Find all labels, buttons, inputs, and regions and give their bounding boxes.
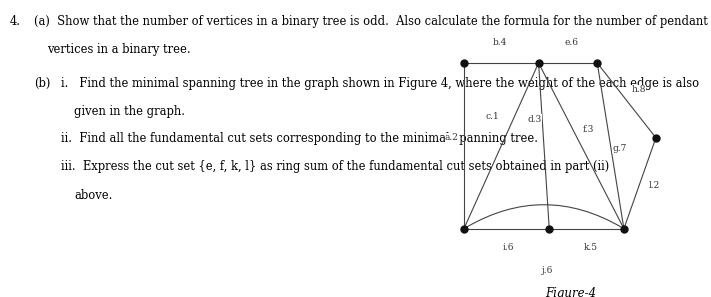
Text: b.4: b.4 [493,38,507,48]
Text: above.: above. [75,189,113,202]
Text: vertices in a binary tree.: vertices in a binary tree. [48,43,191,56]
Text: i.6: i.6 [502,243,513,252]
Text: 4.: 4. [10,15,21,28]
Text: f.3: f.3 [582,125,594,134]
Text: given in the graph.: given in the graph. [75,105,186,119]
Text: (a)  Show that the number of vertices in a binary tree is odd.  Also calculate t: (a) Show that the number of vertices in … [34,15,707,28]
Text: c.1: c.1 [485,112,499,121]
Text: l.2: l.2 [649,181,661,190]
FancyArrowPatch shape [466,205,621,227]
Text: j.6: j.6 [542,266,554,275]
Text: h.8: h.8 [631,85,646,94]
Text: ii.  Find all the fundamental cut sets corresponding to the minimal spanning tre: ii. Find all the fundamental cut sets co… [61,132,538,145]
Text: g.7: g.7 [613,144,627,153]
Text: iii.  Express the cut set {e, f, k, l} as ring sum of the fundamental cut sets o: iii. Express the cut set {e, f, k, l} as… [61,160,609,173]
Text: Figure-4: Figure-4 [545,287,596,297]
Text: d.3: d.3 [528,115,542,124]
Text: i.   Find the minimal spanning tree in the graph shown in Figure 4, where the we: i. Find the minimal spanning tree in the… [61,77,699,90]
Text: k.5: k.5 [584,243,598,252]
Text: (b): (b) [34,77,50,90]
Text: e.6: e.6 [565,38,579,48]
Text: a.2: a.2 [445,133,459,142]
